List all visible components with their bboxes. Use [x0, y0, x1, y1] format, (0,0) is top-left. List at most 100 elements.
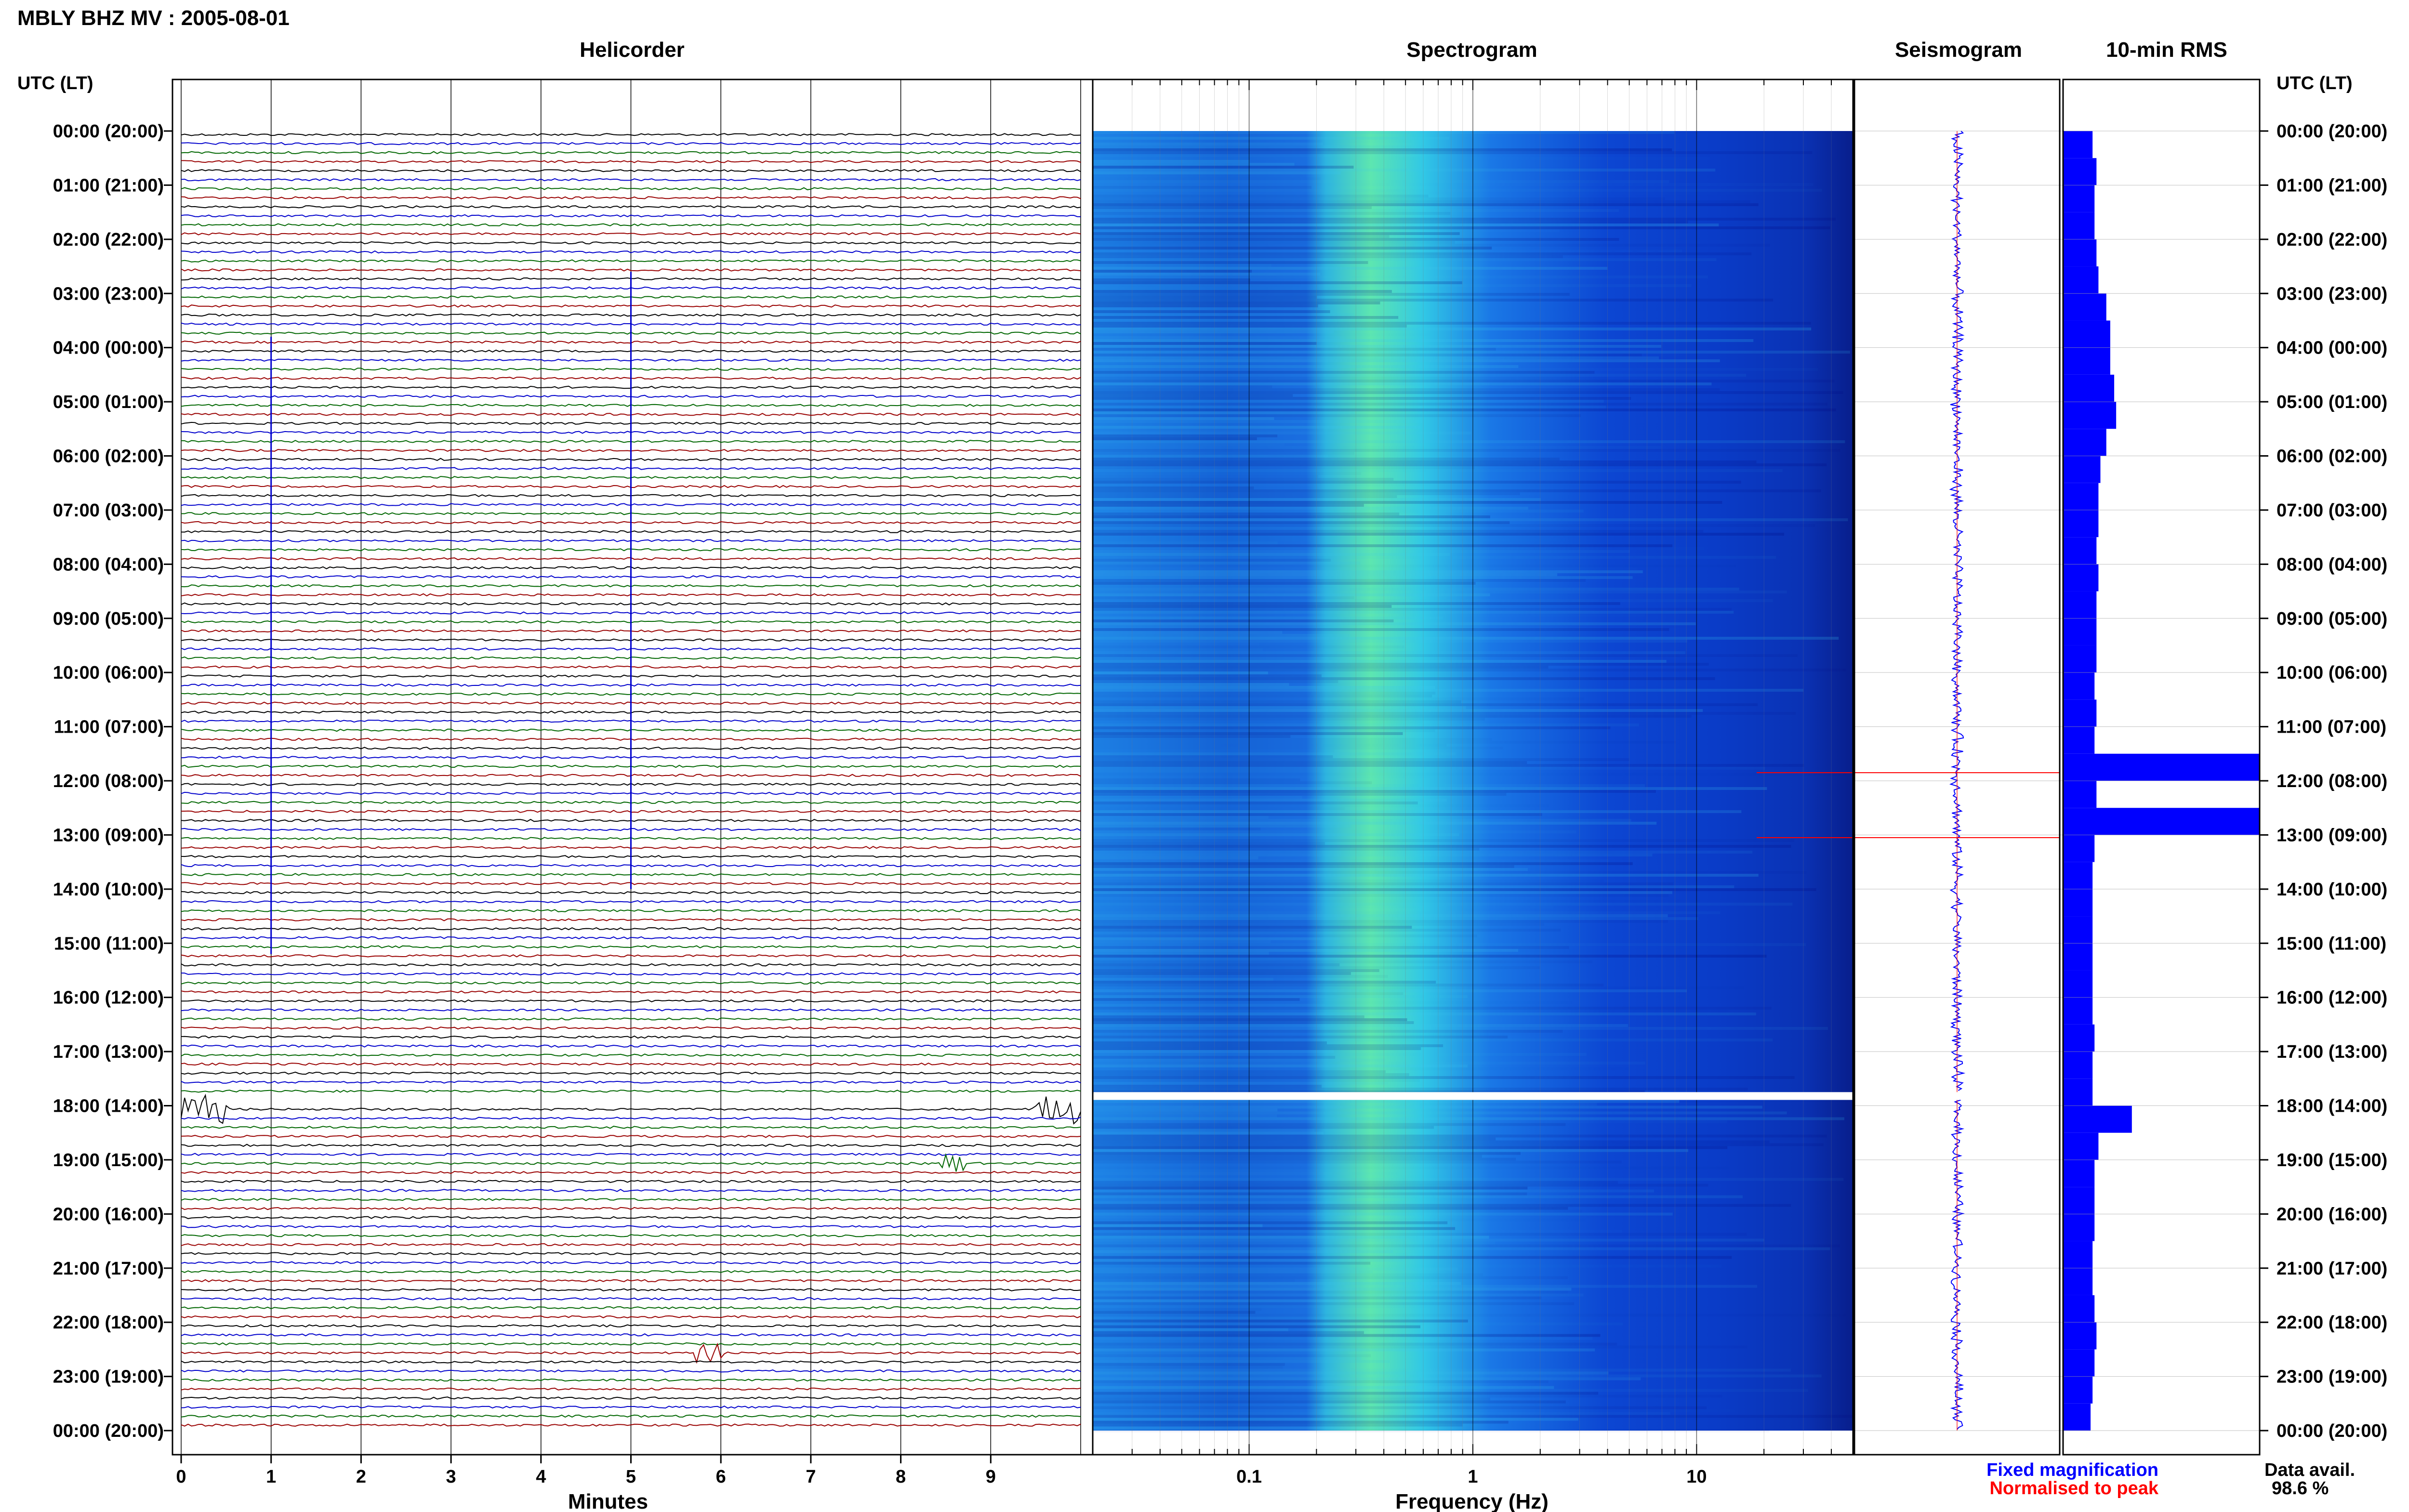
spectrogram-row — [1093, 160, 1250, 163]
spectrogram-row — [1093, 1137, 1496, 1141]
spectrogram-row — [1093, 565, 1736, 567]
spectrogram-row — [1093, 1114, 1277, 1118]
spectrogram-row — [1093, 622, 1696, 625]
spectrogram-row — [1093, 247, 1492, 250]
spectrogram-row — [1093, 339, 1754, 342]
spectrogram-row — [1093, 1210, 1582, 1213]
spectrogram-row — [1093, 241, 1455, 244]
helicorder-trace — [181, 151, 1081, 155]
spectrogram-row — [1093, 692, 1436, 695]
helicorder-trace — [181, 1170, 1081, 1174]
rms-bar — [2063, 1078, 2093, 1106]
time-label-left: 04:00 (00:00) — [53, 338, 164, 358]
spectrogram-row — [1093, 1282, 1461, 1285]
spectrogram-row — [1093, 669, 1847, 671]
spectrogram-row — [1093, 310, 1330, 313]
spectrogram-row — [1093, 544, 1673, 547]
rms-bar — [2063, 1403, 2091, 1431]
spectrogram-row — [1093, 908, 1467, 911]
helicorder-trace — [181, 927, 1081, 931]
x-tick-label: 5 — [626, 1467, 636, 1487]
legend-normalised-to-peak: Normalised to peak — [1989, 1478, 2158, 1499]
spectrogram-row — [1093, 1192, 1527, 1196]
spectrogram-row — [1093, 527, 1415, 530]
helicorder-trace — [181, 142, 1081, 145]
spectrogram-row — [1093, 186, 1312, 189]
spectrogram-row — [1093, 920, 1668, 923]
helicorder-trace — [181, 1414, 1081, 1418]
time-label-left: 13:00 (09:00) — [53, 825, 164, 845]
helicorder-trace — [181, 1261, 1081, 1264]
spectrogram-row — [1093, 515, 1490, 518]
spectrogram-row — [1093, 796, 1302, 799]
time-label-right: 08:00 (04:00) — [2277, 554, 2387, 575]
time-label-left: 16:00 (12:00) — [53, 988, 164, 1008]
helicorder-trace — [181, 990, 1081, 994]
spectrogram-row — [1093, 1103, 1597, 1106]
time-label-right: 13:00 (09:00) — [2277, 825, 2387, 845]
rms-bar — [2063, 212, 2095, 239]
spectrogram-row — [1093, 351, 1850, 354]
spectrogram-row — [1093, 1371, 1609, 1375]
helicorder-trace — [181, 205, 1081, 209]
spectrogram-row — [1093, 1221, 1448, 1224]
spectrogram-row — [1093, 492, 1520, 495]
spectrogram-row — [1093, 741, 1676, 744]
time-label-left: 14:00 (10:00) — [53, 880, 164, 900]
spectrogram-row — [1093, 1167, 1729, 1170]
spectrogram-row — [1093, 1270, 1373, 1274]
spectrogram-row — [1093, 1331, 1364, 1334]
helicorder-trace — [181, 1225, 1081, 1228]
x-tick-label: 6 — [716, 1467, 726, 1487]
spectrogram-row — [1093, 1004, 1325, 1007]
spectrogram-row — [1093, 984, 1604, 986]
spectrogram-row — [1093, 946, 1569, 949]
spectrogram-row — [1093, 1067, 1629, 1070]
spectrogram-row — [1093, 183, 1813, 186]
spectrogram-row — [1093, 683, 1289, 686]
spectrogram-row — [1093, 556, 1776, 559]
helicorder-trace — [181, 1035, 1081, 1039]
helicorder-trace — [181, 1071, 1081, 1075]
spectrogram-row — [1093, 1400, 1566, 1404]
spectrogram-row — [1093, 1181, 1618, 1184]
rms-bar — [2063, 1052, 2093, 1079]
helicorder-trace — [181, 981, 1081, 985]
helicorder-trace — [181, 259, 1081, 263]
time-label-left: 09:00 (05:00) — [53, 609, 164, 629]
time-label-right: 21:00 (17:00) — [2277, 1259, 2387, 1279]
spectrogram-row — [1093, 1065, 1468, 1067]
spectrogram-row — [1093, 1323, 1623, 1326]
spectrogram-row — [1093, 1088, 1748, 1091]
spectrogram-row — [1093, 209, 1619, 212]
spectrogram-row — [1093, 1015, 1364, 1018]
spectrogram-row — [1093, 1195, 1743, 1198]
spectrogram-row — [1093, 221, 1688, 224]
spectrogram-row — [1093, 460, 1757, 463]
spectrogram-row — [1093, 1241, 1496, 1245]
time-label-right: 12:00 (08:00) — [2277, 771, 2387, 791]
rms-bar — [2063, 402, 2117, 429]
spectrogram-row — [1093, 1108, 1278, 1112]
spectrogram-row — [1093, 929, 1561, 932]
spectrogram-row — [1093, 1044, 1443, 1047]
spectrogram-row — [1093, 972, 1351, 975]
spectrogram-row — [1093, 914, 1668, 917]
spectrogram-row — [1093, 1247, 1830, 1250]
spectrogram-row — [1093, 1036, 1508, 1039]
spectrogram-row — [1093, 666, 1549, 669]
spectrogram-row — [1093, 706, 1466, 709]
spectrogram-row — [1093, 619, 1394, 622]
spectrogram-row — [1093, 1276, 1568, 1279]
spectrogram-row — [1093, 1412, 1670, 1415]
spectrogram-row — [1093, 1076, 1795, 1079]
spectrogram-row — [1093, 1374, 1822, 1378]
spectrogram-row — [1093, 489, 1821, 492]
spectrogram-row — [1093, 539, 1565, 541]
rms-bar — [2063, 320, 2110, 348]
spectrogram-row — [1093, 963, 1340, 966]
spectrogram-row — [1093, 854, 1653, 856]
spectrogram-row — [1093, 1342, 1617, 1346]
spectrogram-row — [1093, 307, 1313, 310]
spectrogram-row — [1093, 735, 1291, 738]
